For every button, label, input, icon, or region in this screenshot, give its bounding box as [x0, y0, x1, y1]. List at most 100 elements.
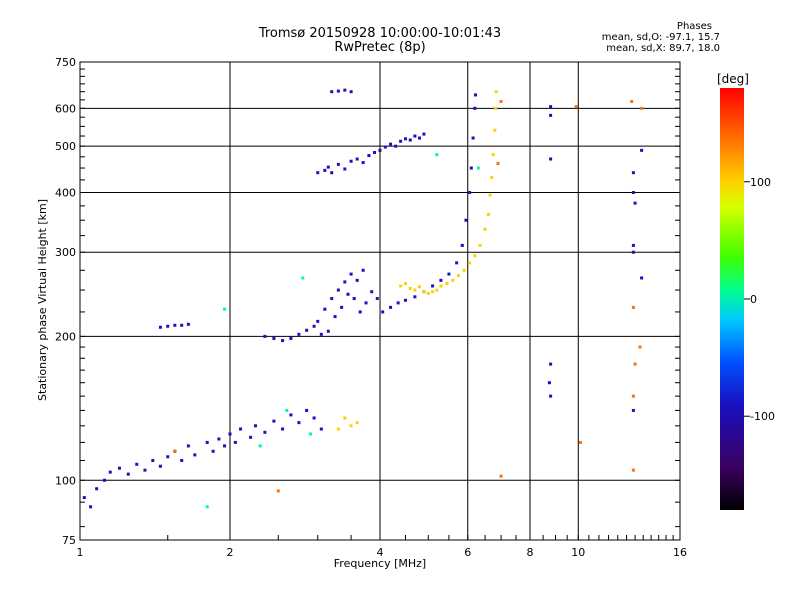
- data-point: [346, 292, 350, 296]
- data-point: [640, 148, 644, 152]
- data-point: [333, 315, 337, 319]
- data-point: [549, 105, 553, 109]
- y-tick-label: 500: [55, 140, 76, 153]
- data-point: [367, 154, 371, 158]
- data-point: [180, 458, 184, 462]
- data-point: [445, 282, 449, 286]
- data-point: [493, 128, 497, 132]
- data-point: [323, 168, 327, 172]
- data-point: [578, 440, 582, 444]
- colorbar-tick-label: 0: [750, 293, 757, 306]
- data-point: [297, 421, 301, 425]
- data-point: [82, 496, 86, 500]
- data-point: [151, 458, 155, 462]
- data-point: [403, 282, 407, 286]
- data-point: [476, 166, 480, 170]
- data-point: [272, 419, 276, 423]
- data-point: [301, 276, 305, 280]
- data-point: [631, 190, 635, 194]
- data-point: [158, 464, 162, 468]
- data-point: [355, 278, 359, 282]
- data-point: [499, 474, 503, 478]
- data-point: [343, 88, 347, 92]
- data-point: [361, 268, 365, 272]
- y-tick-label: 75: [62, 534, 76, 547]
- x-tick-label: 6: [464, 546, 471, 559]
- data-point: [574, 105, 578, 109]
- data-point: [355, 157, 359, 161]
- data-point: [323, 307, 327, 311]
- data-point: [439, 278, 443, 282]
- data-point: [281, 427, 285, 431]
- data-point: [408, 138, 412, 142]
- data-point: [126, 472, 130, 476]
- data-point: [258, 444, 262, 448]
- data-point: [389, 305, 393, 309]
- data-point: [417, 136, 421, 140]
- data-point: [108, 470, 112, 474]
- data-point: [289, 336, 293, 340]
- data-point: [468, 190, 472, 194]
- data-point: [457, 274, 461, 278]
- data-point: [223, 307, 227, 311]
- data-point: [496, 161, 500, 165]
- data-point: [640, 106, 644, 110]
- data-point: [166, 455, 170, 459]
- data-point: [486, 212, 490, 216]
- data-point: [352, 297, 356, 301]
- data-point: [312, 416, 316, 420]
- data-point: [364, 301, 368, 305]
- data-point: [451, 278, 455, 282]
- data-point: [312, 324, 316, 328]
- data-point: [491, 153, 495, 157]
- data-point: [166, 324, 170, 328]
- colorbar-ticks: -100 0 100: [744, 176, 775, 423]
- data-point: [211, 449, 215, 453]
- data-point: [399, 139, 403, 143]
- data-point: [394, 144, 398, 148]
- data-point: [417, 285, 421, 289]
- data-point: [473, 106, 477, 110]
- data-point: [330, 90, 334, 94]
- data-point: [193, 453, 197, 457]
- data-point: [473, 254, 477, 258]
- data-point: [383, 145, 387, 149]
- data-point: [389, 142, 393, 146]
- chart-subtitle: RwPretec (8p): [334, 40, 426, 55]
- data-point: [239, 427, 243, 431]
- data-point: [355, 421, 359, 425]
- data-point: [631, 305, 635, 309]
- x-axis-label: Frequency [MHz]: [334, 557, 426, 570]
- data-point: [223, 444, 227, 448]
- data-point: [103, 478, 107, 482]
- data-point: [319, 332, 323, 336]
- y-tick-label: 400: [55, 186, 76, 199]
- data-point: [263, 334, 267, 338]
- colorbar-label: [deg]: [717, 72, 749, 86]
- colorbar: [720, 88, 744, 510]
- data-point: [549, 394, 553, 398]
- data-point: [375, 297, 379, 301]
- data-point: [403, 137, 407, 141]
- data-point: [630, 100, 634, 104]
- data-point: [455, 261, 459, 265]
- data-point: [205, 440, 209, 444]
- data-point: [399, 284, 403, 288]
- data-point: [135, 462, 139, 466]
- data-point: [361, 161, 365, 165]
- data-point: [471, 136, 475, 140]
- data-point: [403, 298, 407, 302]
- data-point: [413, 295, 417, 299]
- data-point: [297, 332, 301, 336]
- data-point: [488, 193, 492, 197]
- data-point: [289, 413, 293, 417]
- grid-layer: [80, 62, 680, 540]
- y-tick-label: 200: [55, 330, 76, 343]
- x-tick-label: 2: [227, 546, 234, 559]
- data-point: [117, 466, 121, 470]
- data-point: [205, 505, 209, 509]
- data-point: [95, 487, 99, 491]
- data-point: [316, 319, 320, 323]
- data-point: [319, 427, 323, 431]
- x-tick-label: 8: [527, 546, 534, 559]
